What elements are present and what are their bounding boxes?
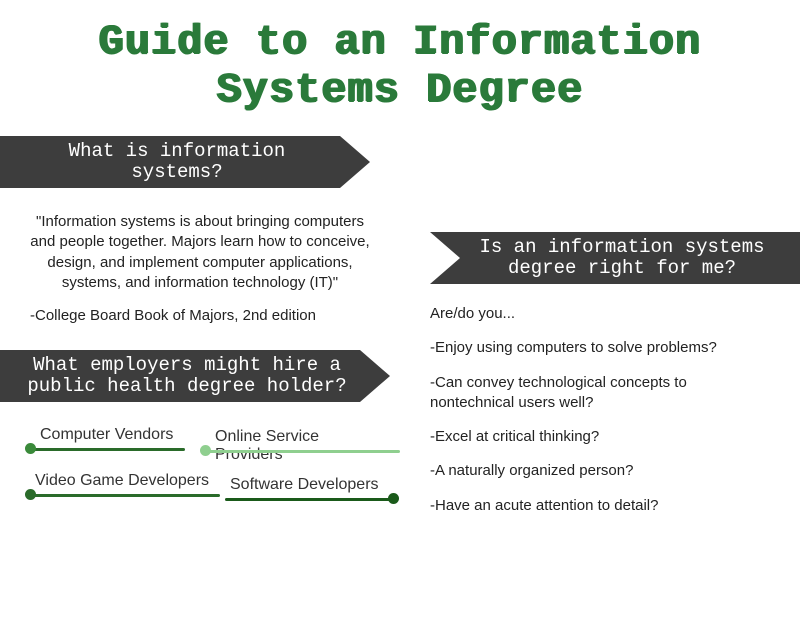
employers-list: Computer Vendors Online Service Provider… xyxy=(0,408,400,506)
banner-what-is: What is information systems? xyxy=(0,136,400,188)
banner-what-is-text: What is information systems? xyxy=(10,136,350,188)
employer-dot xyxy=(25,443,36,454)
employer-line xyxy=(30,494,220,497)
banner-employers: What employers might hire apublic health… xyxy=(0,350,400,402)
spacer xyxy=(400,130,800,226)
quote-citation: -College Board Book of Majors, 2nd editi… xyxy=(0,299,400,336)
employer-line xyxy=(205,450,400,453)
question-item: -Can convey technological concepts to no… xyxy=(430,373,770,414)
question-item: -Enjoy using computers to solve problems… xyxy=(430,338,770,358)
banner-employers-text: What employers might hire apublic health… xyxy=(10,350,370,402)
question-item: -Have an acute attention to detail? xyxy=(430,496,770,516)
page-title: Guide to an InformationSystems Degree xyxy=(0,0,800,125)
right-column: Is an information systemsdegree right fo… xyxy=(400,130,800,530)
banner-right-for-me-text: Is an information systemsdegree right fo… xyxy=(460,232,790,284)
quote-text: "Information systems is about bringing c… xyxy=(0,194,400,299)
questions-intro: Are/do you... xyxy=(430,304,770,324)
employer-line xyxy=(30,448,185,451)
questions-list: Are/do you... -Enjoy using computers to … xyxy=(400,290,800,516)
employer-dot xyxy=(25,489,36,500)
question-item: -Excel at critical thinking? xyxy=(430,427,770,447)
employer-label: Online Service Providers xyxy=(215,428,380,464)
employer-item: Computer Vendors Online Service Provider… xyxy=(30,426,380,460)
banner-right-for-me: Is an information systemsdegree right fo… xyxy=(400,232,800,284)
left-column: What is information systems? "Informatio… xyxy=(0,130,400,514)
employer-dot xyxy=(388,493,399,504)
employer-label: Software Developers xyxy=(230,476,379,494)
employer-dot xyxy=(200,445,211,456)
employer-item: Video Game Developers Software Developer… xyxy=(30,472,380,506)
employer-line xyxy=(225,498,395,501)
employer-label: Video Game Developers xyxy=(35,472,209,490)
employer-label: Computer Vendors xyxy=(40,426,173,444)
question-item: -A naturally organized person? xyxy=(430,461,770,481)
